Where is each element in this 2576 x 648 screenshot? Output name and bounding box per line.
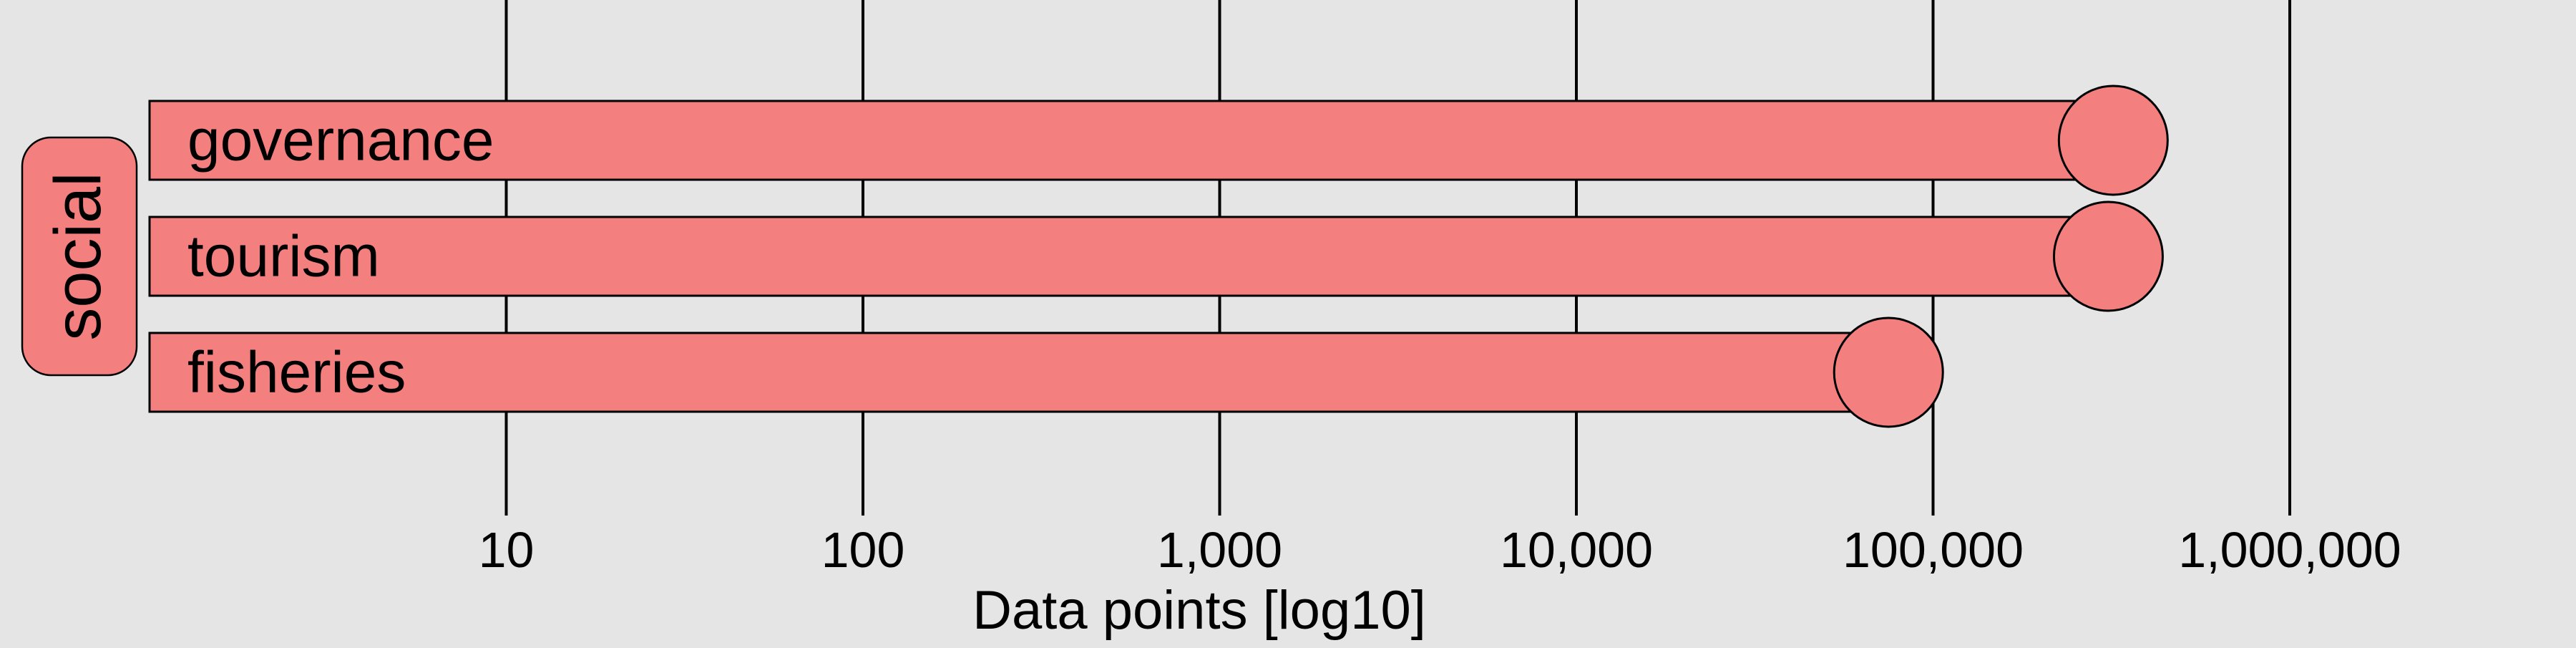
x-axis-tick-labels: 10 100 1,000 10,000 100,000 1,000,000 (479, 522, 2401, 578)
bar-fisheries (148, 332, 1890, 413)
x-tick-label: 10,000 (1500, 522, 1653, 578)
facet-label: social (42, 172, 114, 340)
x-tick-label: 10 (479, 522, 535, 578)
x-axis-title: Data points [log10] (972, 580, 1426, 641)
category-label-fisheries: fisheries (187, 340, 406, 405)
category-label-tourism: tourism (187, 224, 380, 289)
bar-tourism (148, 216, 2109, 297)
x-tick-label: 100,000 (1843, 522, 2024, 578)
bar-governance (148, 100, 2114, 181)
x-tick-label: 1,000 (1157, 522, 1282, 578)
point-governance (2057, 84, 2169, 196)
facet-strip: social (21, 136, 138, 377)
facet-label-box (21, 136, 138, 377)
point-fisheries (1833, 316, 1944, 428)
point-tourism (2052, 200, 2164, 312)
x-tick-label: 1,000,000 (2178, 522, 2401, 578)
category-label-governance: governance (187, 108, 494, 173)
bars: governance tourism fisheries (148, 84, 2169, 428)
x-tick-label: 100 (821, 522, 905, 578)
